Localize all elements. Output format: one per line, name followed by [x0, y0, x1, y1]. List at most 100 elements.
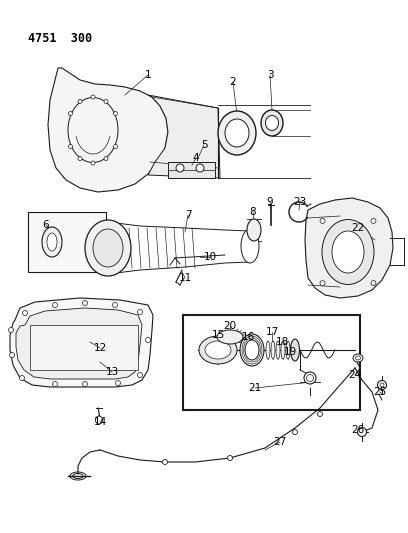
Ellipse shape — [95, 416, 102, 424]
Ellipse shape — [82, 301, 87, 305]
Text: 14: 14 — [93, 417, 106, 427]
Ellipse shape — [293, 430, 297, 434]
Ellipse shape — [241, 229, 259, 263]
Text: 11: 11 — [178, 273, 192, 283]
Ellipse shape — [162, 459, 168, 464]
Polygon shape — [168, 162, 215, 178]
Ellipse shape — [199, 336, 237, 364]
Text: 8: 8 — [250, 207, 256, 217]
Ellipse shape — [104, 157, 108, 160]
Text: 9: 9 — [267, 197, 273, 207]
Text: 13: 13 — [105, 367, 119, 377]
Text: 20: 20 — [224, 321, 237, 331]
Text: 10: 10 — [204, 252, 217, 262]
Ellipse shape — [53, 382, 58, 386]
Ellipse shape — [137, 373, 142, 377]
Text: 24: 24 — [348, 370, 361, 380]
Ellipse shape — [196, 164, 204, 172]
Polygon shape — [16, 308, 142, 379]
Text: 7: 7 — [185, 210, 191, 220]
Ellipse shape — [68, 98, 118, 163]
Ellipse shape — [286, 341, 290, 359]
Ellipse shape — [304, 372, 316, 384]
Bar — [30, 325, 138, 370]
Bar — [183, 315, 360, 410]
Ellipse shape — [115, 381, 120, 385]
Ellipse shape — [266, 116, 279, 131]
Ellipse shape — [355, 356, 361, 360]
Ellipse shape — [247, 219, 261, 241]
Ellipse shape — [320, 280, 325, 286]
Text: 3: 3 — [267, 70, 273, 80]
Ellipse shape — [322, 220, 374, 285]
Text: 6: 6 — [43, 220, 49, 230]
Polygon shape — [48, 68, 168, 192]
Ellipse shape — [371, 219, 376, 223]
Text: 18: 18 — [275, 337, 288, 347]
Ellipse shape — [113, 111, 118, 116]
Text: 26: 26 — [351, 425, 365, 435]
Text: 16: 16 — [242, 332, 255, 342]
Ellipse shape — [306, 375, 313, 382]
Ellipse shape — [9, 327, 13, 333]
Ellipse shape — [137, 310, 142, 314]
Text: 23: 23 — [293, 197, 307, 207]
Ellipse shape — [353, 354, 363, 362]
Ellipse shape — [218, 111, 256, 155]
Ellipse shape — [377, 381, 386, 390]
Ellipse shape — [228, 456, 233, 461]
Text: 25: 25 — [373, 387, 387, 397]
Ellipse shape — [113, 303, 118, 308]
Ellipse shape — [332, 231, 364, 273]
Ellipse shape — [320, 219, 325, 223]
Polygon shape — [10, 298, 153, 387]
Text: 4751  300: 4751 300 — [28, 31, 92, 44]
Ellipse shape — [290, 339, 299, 361]
Ellipse shape — [42, 227, 62, 257]
Text: 27: 27 — [273, 437, 287, 447]
Ellipse shape — [271, 341, 275, 359]
Ellipse shape — [104, 100, 108, 103]
Text: 22: 22 — [351, 223, 365, 233]
Ellipse shape — [78, 157, 82, 160]
Polygon shape — [305, 198, 393, 298]
Ellipse shape — [47, 233, 57, 251]
Text: 21: 21 — [248, 383, 262, 393]
Ellipse shape — [266, 341, 270, 359]
Ellipse shape — [225, 119, 249, 147]
Ellipse shape — [357, 427, 366, 437]
Ellipse shape — [217, 330, 243, 344]
Ellipse shape — [69, 144, 73, 149]
Ellipse shape — [291, 341, 295, 359]
Text: 17: 17 — [265, 327, 279, 337]
Ellipse shape — [93, 229, 123, 267]
Text: 2: 2 — [230, 77, 236, 87]
Ellipse shape — [82, 382, 87, 386]
Ellipse shape — [69, 111, 73, 116]
Ellipse shape — [317, 411, 322, 416]
Ellipse shape — [91, 161, 95, 165]
Ellipse shape — [261, 110, 283, 136]
Text: 4: 4 — [193, 153, 200, 163]
Text: 5: 5 — [201, 140, 207, 150]
Ellipse shape — [176, 164, 184, 172]
Text: 1: 1 — [145, 70, 151, 80]
Ellipse shape — [91, 95, 95, 99]
Ellipse shape — [281, 341, 285, 359]
Ellipse shape — [146, 337, 151, 343]
Ellipse shape — [53, 303, 58, 308]
Ellipse shape — [22, 311, 27, 316]
Ellipse shape — [78, 100, 82, 103]
Ellipse shape — [85, 220, 131, 276]
Bar — [28, 212, 106, 272]
Ellipse shape — [20, 376, 24, 381]
Ellipse shape — [240, 334, 264, 366]
Text: 12: 12 — [93, 343, 106, 353]
Polygon shape — [148, 95, 220, 178]
Ellipse shape — [371, 280, 376, 286]
Ellipse shape — [245, 340, 259, 360]
Text: 19: 19 — [284, 347, 297, 357]
Ellipse shape — [276, 341, 280, 359]
Ellipse shape — [9, 352, 15, 358]
Ellipse shape — [380, 383, 384, 387]
